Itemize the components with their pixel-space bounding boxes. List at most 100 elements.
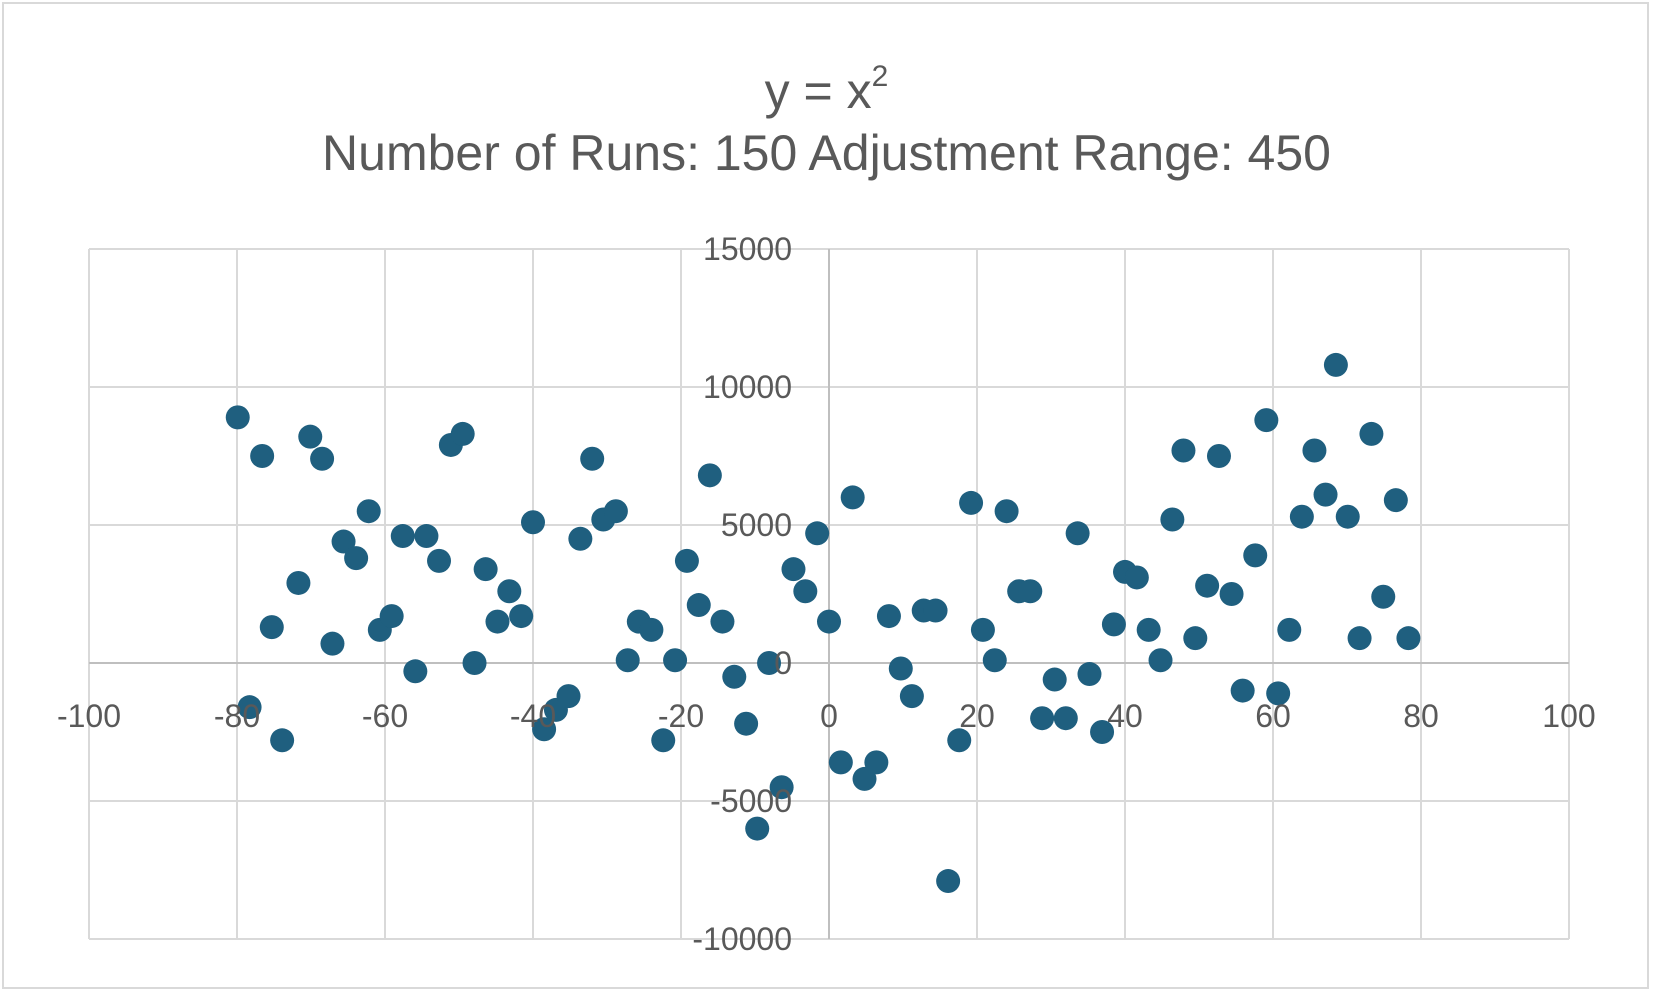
data-point bbox=[450, 421, 475, 446]
data-point bbox=[840, 485, 865, 510]
chart-title-superscript: 2 bbox=[871, 60, 889, 93]
data-point bbox=[603, 499, 628, 524]
data-point bbox=[1018, 579, 1043, 604]
chart-subtitle: Number of Runs: 150 Adjustment Range: 45… bbox=[322, 125, 1331, 181]
data-point bbox=[734, 711, 759, 736]
y-tick-label: -10000 bbox=[692, 921, 792, 957]
data-point bbox=[1160, 507, 1185, 532]
data-point bbox=[674, 548, 699, 573]
data-point bbox=[580, 446, 605, 471]
data-point bbox=[390, 524, 415, 549]
x-tick-label: -20 bbox=[658, 698, 704, 734]
data-point bbox=[310, 446, 335, 471]
data-point bbox=[615, 648, 640, 673]
data-point bbox=[970, 617, 995, 642]
data-point bbox=[793, 579, 818, 604]
data-point bbox=[1136, 617, 1161, 642]
data-point bbox=[1195, 573, 1220, 598]
data-point bbox=[722, 664, 747, 689]
data-point bbox=[651, 728, 676, 753]
data-point bbox=[1206, 444, 1231, 468]
data-point bbox=[1053, 706, 1078, 731]
data-point bbox=[1148, 648, 1173, 673]
data-point bbox=[1077, 662, 1102, 687]
data-point bbox=[473, 557, 498, 582]
data-point bbox=[923, 598, 948, 623]
data-point bbox=[1065, 521, 1090, 546]
data-point bbox=[982, 648, 1007, 673]
data-point bbox=[568, 526, 593, 551]
x-tick-label: 0 bbox=[820, 698, 838, 734]
y-tick-label: 0 bbox=[774, 645, 792, 681]
y-tick-label: 10000 bbox=[703, 369, 792, 405]
data-point bbox=[745, 816, 770, 841]
data-point bbox=[1347, 626, 1372, 651]
data-point bbox=[556, 684, 581, 709]
data-point bbox=[286, 570, 311, 595]
data-point bbox=[697, 463, 722, 488]
data-point bbox=[994, 499, 1019, 524]
data-point bbox=[852, 766, 877, 791]
data-point bbox=[757, 651, 782, 675]
data-point bbox=[1371, 584, 1396, 609]
data-point bbox=[1243, 543, 1268, 568]
data-point bbox=[817, 609, 841, 634]
chart-title-text: y = x bbox=[764, 63, 872, 119]
data-point bbox=[270, 728, 295, 753]
data-point bbox=[1277, 617, 1302, 642]
data-points bbox=[225, 352, 1421, 894]
data-point bbox=[899, 684, 924, 709]
data-point bbox=[864, 750, 889, 775]
x-tick-label: -60 bbox=[362, 698, 408, 734]
x-tick-label: -40 bbox=[510, 698, 556, 734]
data-point bbox=[225, 405, 250, 430]
data-point bbox=[497, 579, 522, 604]
data-point bbox=[331, 529, 356, 554]
data-point bbox=[805, 521, 830, 546]
data-point bbox=[828, 750, 853, 775]
data-point bbox=[876, 604, 901, 629]
data-point bbox=[320, 631, 345, 656]
x-tick-label: -100 bbox=[57, 698, 121, 734]
data-point bbox=[1101, 612, 1126, 637]
data-point bbox=[936, 869, 961, 894]
tick-labels: -100 -80 -60 -40 -20 0 20 40 60 80 100 -10000 -5000 0… bbox=[57, 231, 1596, 957]
data-point bbox=[663, 648, 688, 673]
data-point bbox=[485, 609, 510, 634]
data-point bbox=[462, 651, 487, 675]
data-point bbox=[1171, 438, 1196, 463]
data-point bbox=[959, 490, 984, 515]
data-point bbox=[403, 659, 428, 684]
x-tick-label: 40 bbox=[1107, 698, 1143, 734]
data-point bbox=[686, 593, 711, 618]
data-point bbox=[1313, 482, 1338, 507]
data-point bbox=[1383, 488, 1408, 513]
data-point bbox=[1266, 681, 1291, 706]
data-point bbox=[298, 424, 323, 449]
x-tick-label: 20 bbox=[959, 698, 995, 734]
data-point bbox=[1289, 504, 1314, 529]
y-tick-label: 15000 bbox=[703, 231, 792, 267]
data-point bbox=[1396, 626, 1421, 651]
data-point bbox=[888, 656, 913, 681]
data-point bbox=[1359, 421, 1384, 446]
y-tick-label: -5000 bbox=[710, 783, 792, 819]
data-point bbox=[1302, 438, 1327, 463]
data-point bbox=[1042, 667, 1067, 692]
axes bbox=[89, 249, 1569, 939]
x-tick-label: 100 bbox=[1542, 698, 1595, 734]
x-tick-label: -80 bbox=[214, 698, 260, 734]
data-point bbox=[356, 499, 381, 524]
y-tick-label: 5000 bbox=[721, 507, 792, 543]
data-point bbox=[1090, 720, 1115, 744]
data-point bbox=[1124, 565, 1149, 590]
data-point bbox=[237, 695, 262, 720]
data-point bbox=[1323, 352, 1348, 377]
data-point bbox=[259, 615, 284, 640]
data-point bbox=[414, 524, 439, 549]
x-tick-label: 80 bbox=[1403, 698, 1439, 734]
data-point bbox=[1030, 706, 1055, 731]
data-point bbox=[427, 548, 452, 573]
